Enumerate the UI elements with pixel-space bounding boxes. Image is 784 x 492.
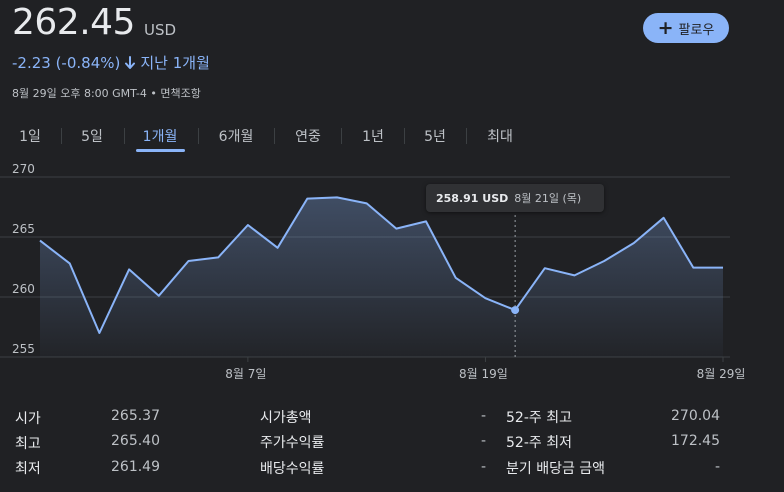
- stat-label: 시가: [15, 411, 41, 427]
- y-tick-label: 270: [12, 162, 35, 176]
- chart-tooltip: 258.91 USD 8월 21일 (목): [426, 184, 604, 212]
- tooltip-date: 8월 21일 (목): [514, 192, 582, 205]
- tab-ytd[interactable]: 연중: [295, 129, 321, 145]
- tooltip-price: 258.91 USD: [436, 191, 509, 205]
- y-tick-label: 260: [12, 282, 35, 296]
- stat-label: 주가수익률: [260, 435, 325, 451]
- tab-1m[interactable]: 1개월: [142, 129, 178, 145]
- currency-label: USD: [144, 21, 177, 39]
- x-tick-label: 8월 19일: [459, 367, 508, 381]
- y-tick-label: 265: [12, 222, 35, 236]
- stat-label: 최저: [15, 461, 41, 477]
- stat-value: 172.45: [671, 433, 720, 449]
- tab-max[interactable]: 최대: [487, 129, 513, 145]
- stat-value: -: [480, 433, 486, 449]
- x-tick-label: 8월 29일: [697, 367, 746, 381]
- price-chart[interactable]: 270 265 260 255 8월 7일 8월 19일 8월 29일: [0, 160, 784, 392]
- stat-value: 265.37: [111, 408, 160, 424]
- timestamp-disclaimer: 8월 29일 오후 8:00 GMT-4 • 면책조항: [12, 87, 201, 100]
- follow-button-label: 팔로우: [678, 22, 715, 38]
- tab-5y[interactable]: 5년: [424, 129, 446, 145]
- plus-icon: +: [657, 16, 674, 39]
- x-tick-label: 8월 7일: [225, 367, 266, 381]
- price-change-value: -2.23 (-0.84%): [12, 53, 121, 72]
- stat-label: 52-주 최고: [506, 410, 572, 426]
- tab-divider: [341, 128, 342, 144]
- tab-divider: [198, 128, 199, 144]
- follow-button[interactable]: + 팔로우: [643, 13, 729, 43]
- tab-divider: [61, 128, 62, 144]
- y-tick-label: 255: [12, 342, 35, 356]
- stat-label: 배당수익률: [260, 461, 325, 477]
- stat-label: 분기 배당금 금액: [506, 461, 606, 477]
- price-change: -2.23 (-0.84%) 지난 1개월: [12, 52, 210, 73]
- price-line: [39, 196, 723, 334]
- stat-label: 최고: [15, 436, 41, 452]
- stat-value: -: [480, 459, 486, 475]
- tab-divider: [466, 128, 467, 144]
- tab-6m[interactable]: 6개월: [218, 129, 254, 145]
- tab-divider: [274, 128, 275, 144]
- tab-divider: [124, 128, 125, 144]
- range-tabs: 1일 5일 1개월 6개월 연중 1년 5년 최대: [0, 122, 784, 154]
- stat-value: 265.40: [111, 433, 160, 449]
- tab-divider: [404, 128, 405, 144]
- tab-5d[interactable]: 5일: [81, 129, 103, 145]
- stat-value: -: [714, 459, 720, 475]
- hover-point: [511, 306, 520, 315]
- tab-1d[interactable]: 1일: [19, 129, 41, 145]
- stat-label: 52-주 최저: [506, 435, 572, 451]
- price-area-fill: [40, 197, 723, 357]
- tab-1y[interactable]: 1년: [362, 129, 384, 145]
- price-change-period: 지난 1개월: [140, 54, 210, 72]
- arrow-down-icon: [125, 55, 136, 69]
- active-tab-indicator: [136, 149, 185, 152]
- stat-label: 시가총액: [260, 410, 312, 426]
- stat-value: -: [480, 408, 486, 424]
- stock-price: 262.45: [12, 2, 135, 43]
- stat-value: 261.49: [111, 459, 160, 475]
- stat-value: 270.04: [671, 408, 720, 424]
